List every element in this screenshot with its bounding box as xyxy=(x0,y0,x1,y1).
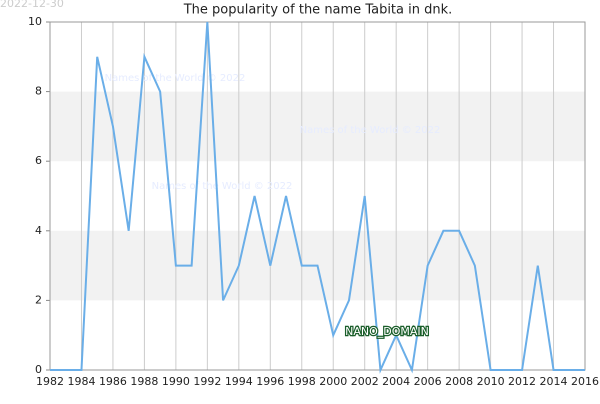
x-tick-label: 2010 xyxy=(477,375,505,388)
x-tick-label: 2006 xyxy=(414,375,442,388)
x-tick-label: 2000 xyxy=(319,375,347,388)
x-tick-label: 1982 xyxy=(36,375,64,388)
watermark: Names of the World © 2022 xyxy=(300,125,441,136)
x-tick-label: 2014 xyxy=(540,375,568,388)
y-tick-label: 4 xyxy=(35,224,42,237)
x-tick-label: 1986 xyxy=(99,375,127,388)
x-tick-label: 1992 xyxy=(193,375,221,388)
x-tick-label: 1998 xyxy=(288,375,316,388)
plot-frame xyxy=(49,21,586,371)
x-tick-label: 1994 xyxy=(225,375,253,388)
x-tick-label: 1988 xyxy=(130,375,158,388)
y-tick-label: 2 xyxy=(35,293,42,306)
y-tick-label: 6 xyxy=(35,154,42,167)
watermark: Names of the World © 2022 xyxy=(152,181,293,192)
y-tick-label: 10 xyxy=(28,15,42,28)
date-stamp: 2022-12-30 xyxy=(0,0,64,10)
x-tick-label: 1990 xyxy=(162,375,190,388)
x-tick-label: 1996 xyxy=(256,375,284,388)
x-tick-label: 2012 xyxy=(508,375,536,388)
x-tick-label: 2002 xyxy=(351,375,379,388)
y-tick-label: 8 xyxy=(35,85,42,98)
line xyxy=(50,21,585,374)
band xyxy=(50,91,585,162)
chart-title: The popularity of the name Tabita in dnk… xyxy=(183,3,453,18)
x-tick-label: 1984 xyxy=(67,375,95,388)
x-tick-label: 2004 xyxy=(382,375,410,388)
y-tick-label: 0 xyxy=(35,363,42,376)
x-tick-label: 2016 xyxy=(571,375,599,388)
x-tick-label: 2008 xyxy=(445,375,473,388)
watermark: Names of the World © 2022 xyxy=(105,73,246,84)
domain-label: NANO_DOMAIN xyxy=(345,325,429,338)
